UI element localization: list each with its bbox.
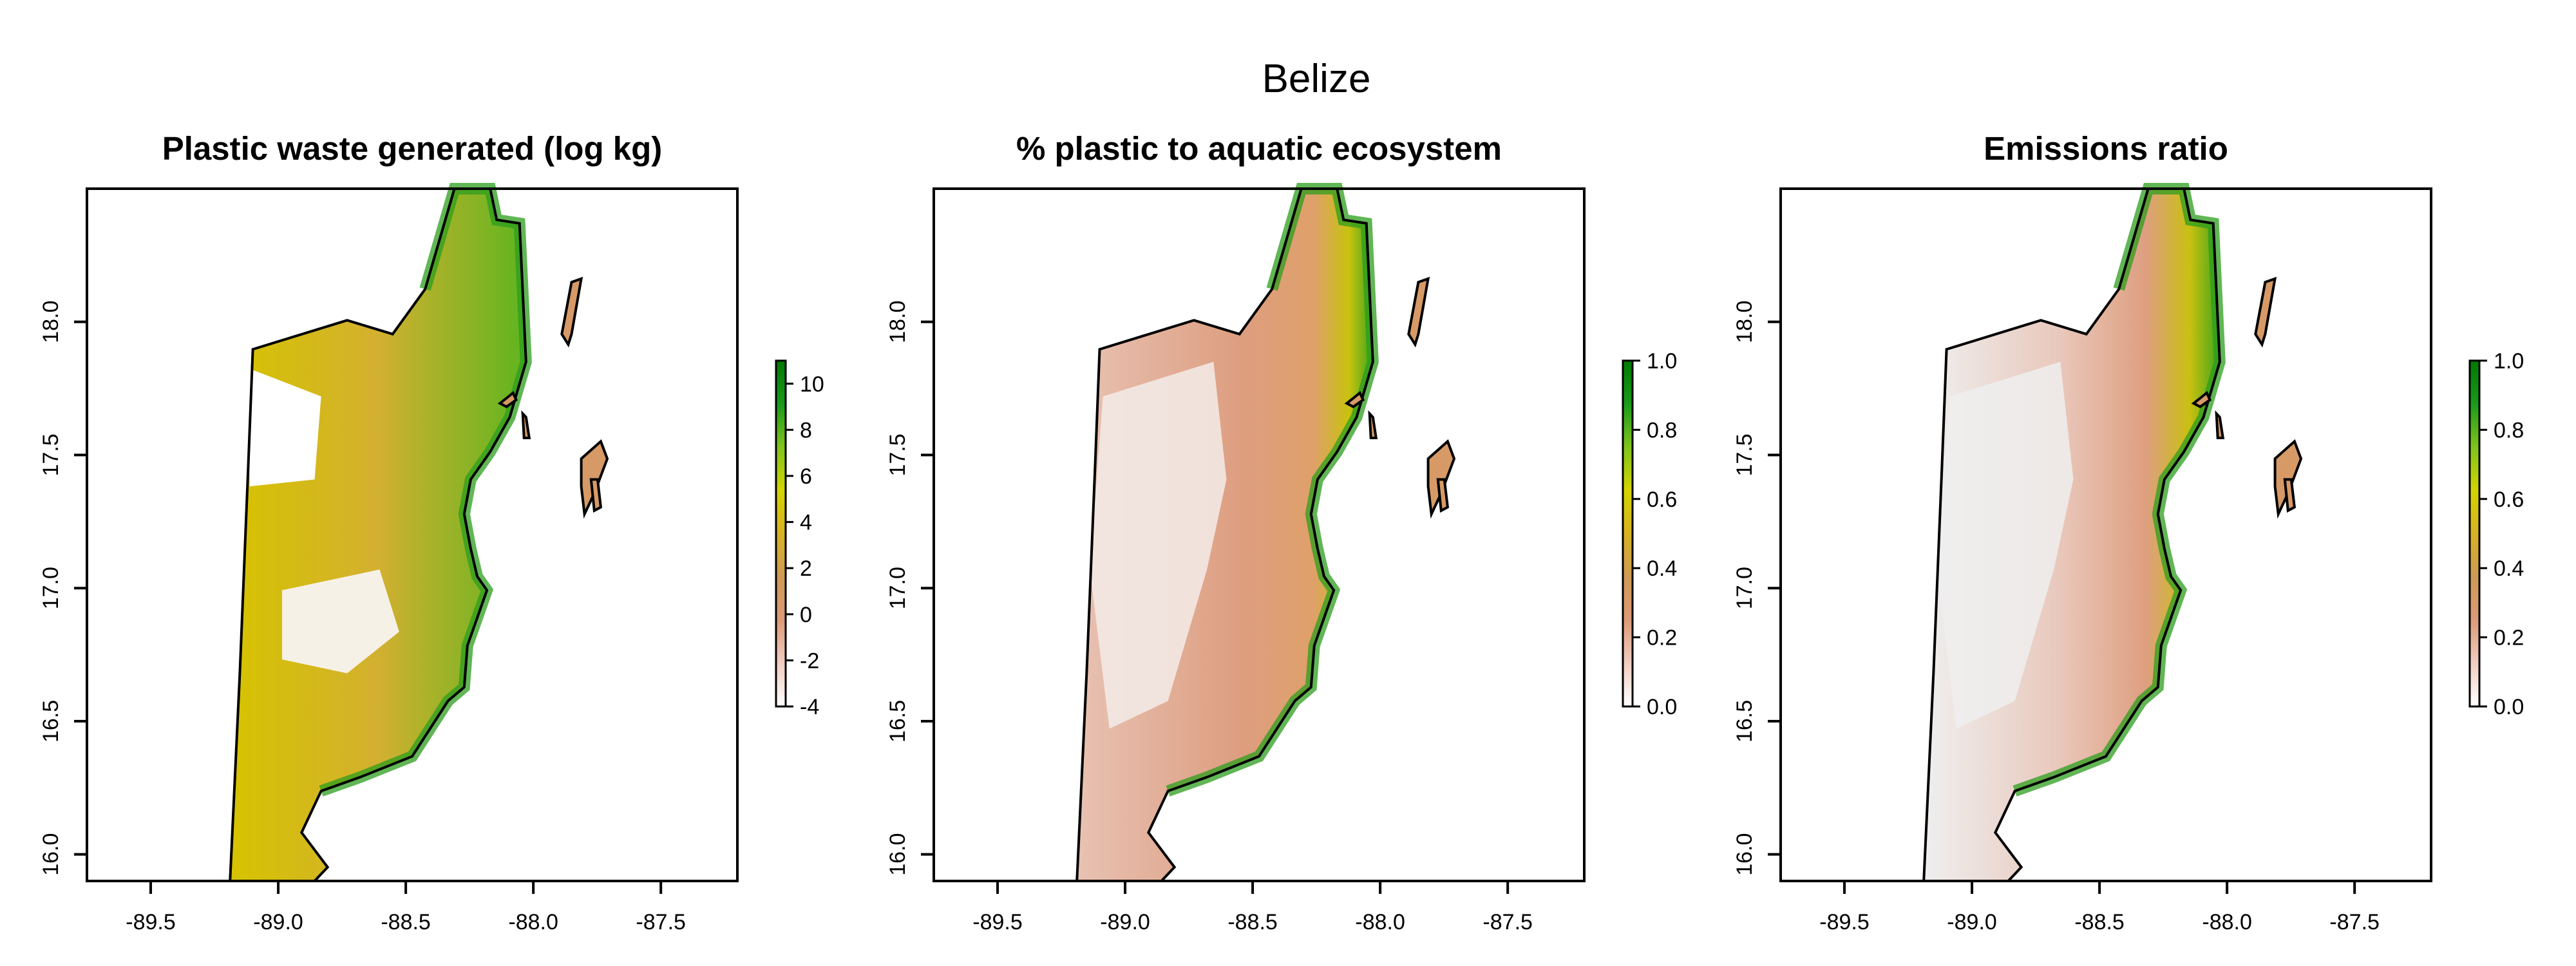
x-tick-label: -88.0 <box>508 910 558 934</box>
y-tick-label: 17.0 <box>39 567 63 609</box>
x-tick-label: -89.5 <box>972 910 1023 934</box>
panel-title: Emissions ratio <box>1984 130 2228 167</box>
no-data-area <box>249 368 321 487</box>
y-tick-label: 17.5 <box>1732 433 1757 476</box>
x-tick-label: -89.0 <box>1947 910 1997 934</box>
legend-colorbar <box>1622 359 1634 708</box>
y-tick-label: 16.5 <box>886 700 910 743</box>
legend-colorbar <box>2468 359 2481 708</box>
plot-frame <box>86 187 739 882</box>
panels: Plastic waste generated (log kg) -89.5 -89… <box>39 130 2524 934</box>
y-tick-label: 18.0 <box>39 301 63 343</box>
x-tick-label: -88.5 <box>1227 910 1278 934</box>
low-value-interior <box>1090 361 1227 729</box>
caye-island <box>2191 390 2212 408</box>
legend-tick-label: 0.4 <box>1647 556 1677 581</box>
y-tick-label: 17.0 <box>1732 567 1757 609</box>
y-tick-label: 16.0 <box>886 833 910 876</box>
caye-island <box>1407 276 1430 348</box>
caye-island <box>521 410 531 439</box>
no-data-area <box>282 569 399 674</box>
y-tick-label: 17.5 <box>886 433 910 476</box>
legend-tick-label: 0.8 <box>2494 418 2524 442</box>
legend-tick-label: 0.4 <box>2494 556 2524 581</box>
y-tick-label: 18.0 <box>886 301 910 343</box>
legend-tick-label: 2 <box>800 556 812 581</box>
x-tick-label: -87.5 <box>1482 910 1533 934</box>
caye-island <box>1436 478 1450 513</box>
legend-tick-label: 0.6 <box>1647 488 1677 512</box>
y-tick-label: 16.0 <box>1732 833 1757 876</box>
legend-tick-label: 0.8 <box>1647 418 1677 442</box>
x-tick-label: -88.5 <box>381 910 431 934</box>
legend-colorbar <box>775 359 787 708</box>
x-tick-label: -87.5 <box>636 910 686 934</box>
y-tick-label: 16.0 <box>39 833 63 876</box>
map-panel: % plastic to aquatic ecosystem -89.5 -89.0… <box>886 130 1677 934</box>
legend-tick-label: -2 <box>800 649 819 673</box>
panel-title: % plastic to aquatic ecosystem <box>1016 130 1502 167</box>
plot-frame <box>933 187 1586 882</box>
x-tick-label: -88.5 <box>2074 910 2125 934</box>
x-tick-label: -89.0 <box>253 910 303 934</box>
x-tick-label: -89.0 <box>1100 910 1150 934</box>
legend-tick-label: 1.0 <box>2494 349 2524 374</box>
belize-land-fill <box>230 189 526 881</box>
legend-tick-label: 10 <box>800 372 824 397</box>
y-tick-label: 18.0 <box>1732 301 1757 343</box>
panel-title: Plastic waste generated (log kg) <box>162 130 663 167</box>
caye-island <box>1344 390 1365 408</box>
x-tick-label: -88.0 <box>1355 910 1405 934</box>
y-tick-label: 16.5 <box>1732 700 1757 743</box>
map-panel: Plastic waste generated (log kg) -89.5 -89… <box>39 130 824 934</box>
legend-tick-label: -4 <box>800 695 819 719</box>
caye-island <box>560 276 583 348</box>
legend-tick-label: 0.2 <box>2494 626 2524 650</box>
caye-island <box>497 390 518 408</box>
plot-frame <box>1779 187 2432 882</box>
y-tick-label: 17.0 <box>886 567 910 609</box>
legend-tick-label: 0.6 <box>2494 488 2524 512</box>
x-tick-label: -89.5 <box>1819 910 1870 934</box>
caye-island <box>589 478 603 513</box>
legend-tick-label: 6 <box>800 464 812 489</box>
low-value-interior <box>1937 361 2074 729</box>
y-tick-label: 17.5 <box>39 433 63 476</box>
legend-tick-label: 4 <box>800 511 812 535</box>
legend-tick-label: 1.0 <box>1647 349 1677 374</box>
map-panel: Emissions ratio -89.5 -89.0 -88.5 -88.0 -87.5… <box>1732 130 2524 934</box>
x-tick-label: -89.5 <box>126 910 176 934</box>
legend-tick-label: 0 <box>800 603 812 627</box>
caye-island <box>2254 276 2277 348</box>
y-tick-label: 16.5 <box>39 700 63 743</box>
legend-tick-label: 0.0 <box>2494 695 2524 719</box>
legend-tick-label: 0.0 <box>1647 695 1677 719</box>
caye-island <box>2215 410 2225 439</box>
x-tick-label: -87.5 <box>2329 910 2380 934</box>
legend-tick-label: 0.2 <box>1647 626 1677 650</box>
legend-tick-label: 8 <box>800 418 812 442</box>
caye-island <box>2283 478 2297 513</box>
figure-title: Belize <box>1262 57 1371 101</box>
x-tick-label: -88.0 <box>2202 910 2252 934</box>
caye-island <box>1368 410 1378 439</box>
